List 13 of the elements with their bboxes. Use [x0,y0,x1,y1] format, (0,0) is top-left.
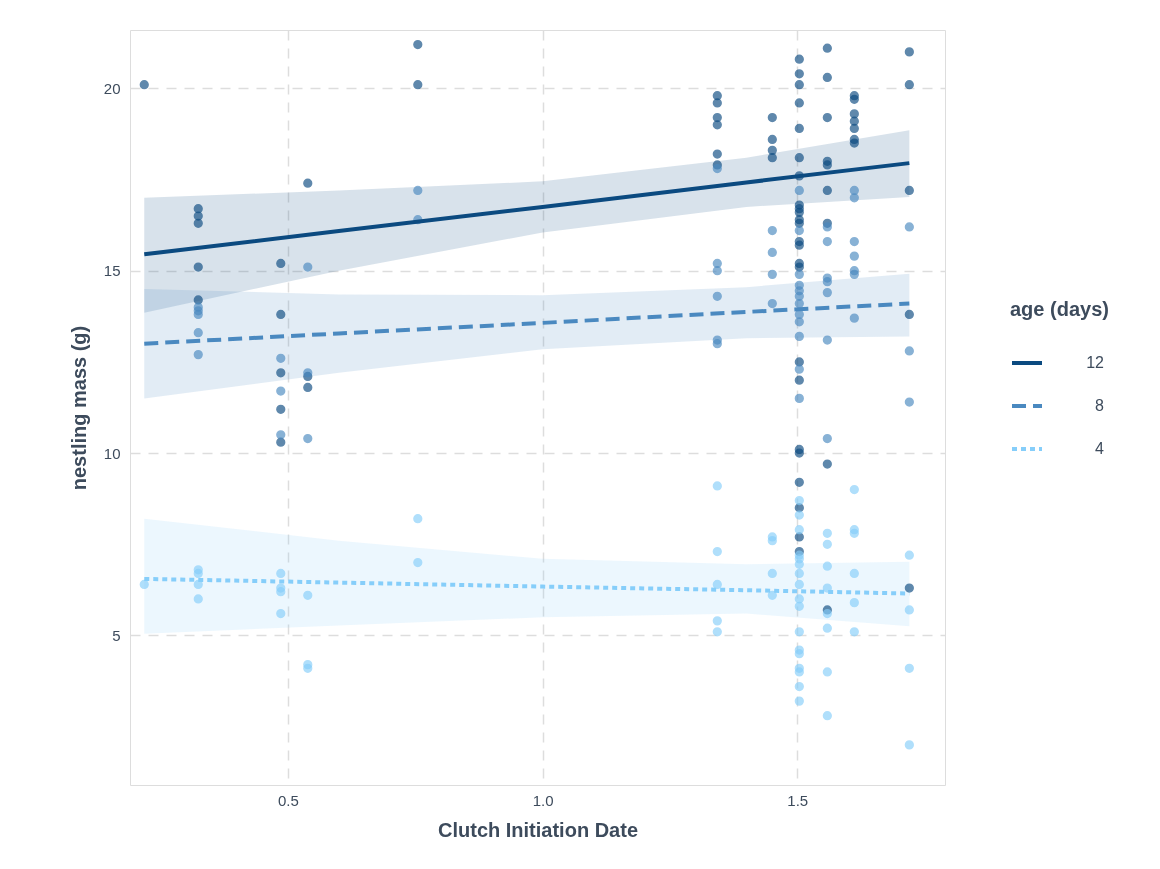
text: 8 [1095,397,1105,414]
text: 4 [1095,440,1105,457]
x-tick-label: 1.0 [532,791,554,809]
x-axis-title: Clutch Initiation Date [438,818,638,841]
y-tick-label: 20 [103,79,121,97]
legend-title: age (days) [1010,298,1109,320]
y-tick-label: 10 [103,444,121,462]
y-axis-title: nestling mass (g) [67,325,90,491]
y-tick-label: 5 [112,626,121,644]
y-tick-label: 15 [103,262,121,280]
x-tick-label: 1.5 [787,791,809,809]
x-tick-label: 0.5 [277,791,299,809]
text: 12 [1086,354,1105,371]
